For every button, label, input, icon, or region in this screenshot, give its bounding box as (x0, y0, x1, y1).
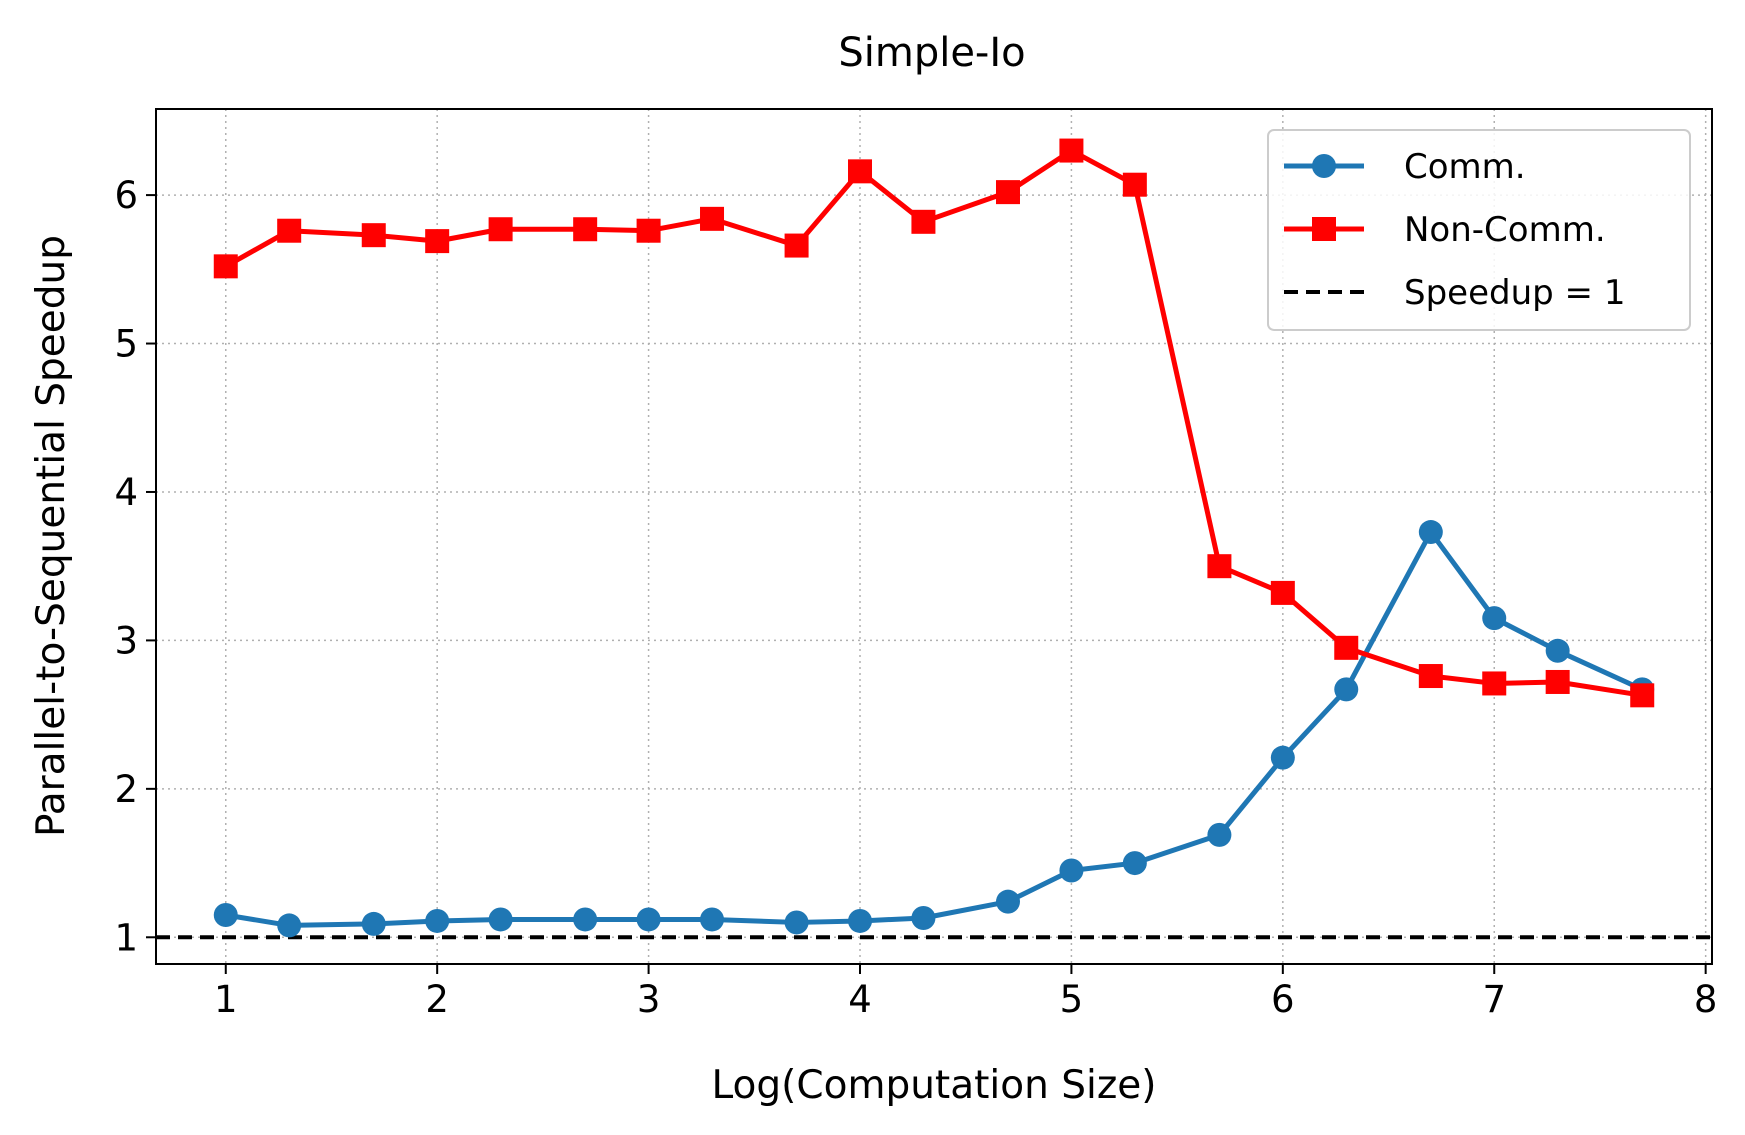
plot-frame (155, 108, 1713, 965)
non-comm-point (573, 217, 598, 242)
legend-comm-marker (1312, 154, 1336, 178)
non-comm-point (1059, 138, 1084, 163)
non-comm-point (213, 254, 238, 279)
comm-point (911, 905, 936, 930)
x-axis-ticks: 1 2 3 4 5 6 7 8 (214, 964, 1717, 1021)
x-axis-label: Log(Computation Size) (712, 1063, 1157, 1108)
non-comm-point (425, 229, 450, 254)
non-comm-point (995, 180, 1020, 205)
y-axis-label: Parallel-to-Sequential Speedup (29, 235, 74, 837)
comm-point (1059, 858, 1084, 883)
grid (156, 109, 1712, 964)
comm-point (213, 903, 238, 928)
comm-point (636, 907, 661, 932)
legend: Comm. Non-Comm. Speedup = 1 (1267, 129, 1691, 331)
legend-speedup-label: Speedup = 1 (1404, 273, 1625, 313)
comm-point (995, 889, 1020, 914)
x-tick-label: 1 (214, 978, 238, 1021)
x-tick-label: 6 (1271, 978, 1295, 1021)
comm-point (700, 907, 725, 932)
x-tick-label: 2 (425, 978, 449, 1021)
legend-comm-label: Comm. (1404, 147, 1526, 187)
non-comm-point (1418, 664, 1443, 689)
non-comm-point (277, 218, 302, 243)
non-comm-point (1482, 671, 1507, 696)
y-tick-label: 5 (114, 323, 138, 366)
x-tick-label: 7 (1482, 978, 1506, 1021)
comm-point (277, 913, 302, 938)
chart-title: Simple-Io (838, 30, 1025, 76)
comm-point (1545, 638, 1570, 663)
comm-point (1482, 606, 1507, 631)
comm-point (1122, 851, 1147, 876)
y-tick-label: 4 (114, 471, 138, 514)
comm-point (488, 907, 513, 932)
comm-point (848, 908, 873, 933)
x-tick-label: 3 (637, 978, 661, 1021)
comm-point (425, 908, 450, 933)
comm-point (1334, 677, 1359, 702)
legend-noncomm-label: Non-Comm. (1404, 210, 1606, 250)
non-comm-point (784, 233, 809, 258)
non-comm-point (1334, 635, 1359, 660)
non-comm-point (1630, 683, 1655, 708)
x-tick-label: 8 (1694, 978, 1718, 1021)
y-tick-label: 1 (114, 916, 138, 959)
non-comm-point (700, 206, 725, 231)
non-comm-point (848, 159, 873, 184)
non-comm-point (488, 217, 513, 242)
comm-point (573, 907, 598, 932)
non-comm-point (361, 223, 386, 248)
comm-point (1270, 745, 1295, 770)
non-comm-point (1207, 554, 1232, 579)
comm-point (361, 911, 386, 936)
non-comm-point (911, 209, 936, 234)
y-axis-ticks: 1 2 3 4 5 6 (114, 174, 156, 959)
non-comm-point (1545, 669, 1570, 694)
comm-point (1418, 520, 1443, 545)
non-comm-point (1270, 580, 1295, 605)
x-tick-label: 5 (1060, 978, 1084, 1021)
legend-noncomm-marker (1312, 217, 1336, 241)
legend-box (1267, 129, 1691, 331)
y-tick-label: 6 (114, 174, 138, 217)
non-comm-point (1122, 172, 1147, 197)
series-layer (213, 138, 1655, 938)
x-tick-label: 4 (848, 978, 872, 1021)
comm-point (784, 910, 809, 935)
comm-point (1207, 822, 1232, 847)
y-tick-label: 2 (114, 768, 138, 811)
y-tick-label: 3 (114, 619, 138, 662)
non-comm-point (636, 218, 661, 243)
